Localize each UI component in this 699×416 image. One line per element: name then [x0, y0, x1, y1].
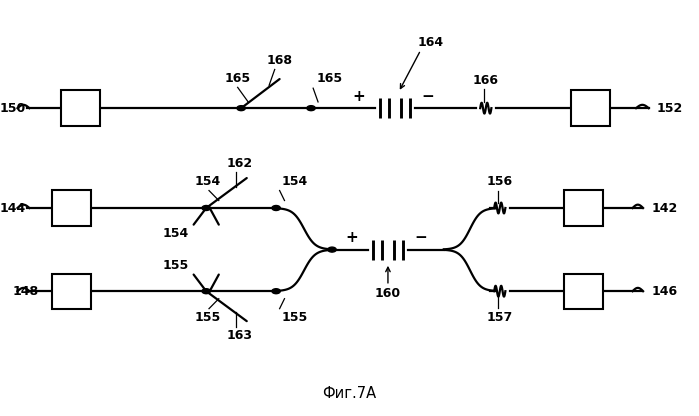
- Text: −: −: [421, 89, 434, 104]
- Text: 156: 156: [487, 175, 513, 188]
- Circle shape: [272, 289, 280, 294]
- Bar: [565, 191, 603, 225]
- Bar: [52, 191, 91, 225]
- Text: 155: 155: [162, 260, 189, 272]
- Bar: [52, 274, 91, 309]
- Text: 166: 166: [473, 74, 499, 87]
- Text: 154: 154: [162, 227, 189, 240]
- Text: 150: 150: [0, 102, 26, 115]
- Circle shape: [328, 247, 336, 252]
- Text: Фиг.7А: Фиг.7А: [322, 386, 377, 401]
- Text: +: +: [352, 89, 365, 104]
- Circle shape: [307, 106, 315, 111]
- Text: 157: 157: [487, 311, 513, 324]
- Bar: [565, 274, 603, 309]
- Text: 164: 164: [418, 36, 444, 49]
- Text: 152: 152: [657, 102, 684, 115]
- Text: 142: 142: [651, 201, 678, 215]
- Text: 155: 155: [194, 311, 221, 324]
- Text: 160: 160: [375, 287, 401, 300]
- Text: 165: 165: [317, 72, 343, 85]
- Circle shape: [202, 289, 210, 294]
- Text: −: −: [415, 230, 427, 245]
- Text: 154: 154: [282, 175, 308, 188]
- Circle shape: [202, 206, 210, 210]
- Circle shape: [272, 206, 280, 210]
- Text: 165: 165: [224, 72, 251, 85]
- Text: 148: 148: [13, 285, 38, 298]
- Text: 163: 163: [226, 329, 253, 342]
- Text: 146: 146: [651, 285, 677, 298]
- Text: 155: 155: [282, 311, 308, 324]
- Text: 168: 168: [266, 54, 293, 67]
- Text: +: +: [345, 230, 358, 245]
- Circle shape: [237, 106, 245, 111]
- Bar: [572, 91, 610, 126]
- Text: 144: 144: [0, 201, 26, 215]
- Bar: [62, 91, 100, 126]
- Text: 154: 154: [194, 175, 221, 188]
- Text: 162: 162: [226, 157, 253, 170]
